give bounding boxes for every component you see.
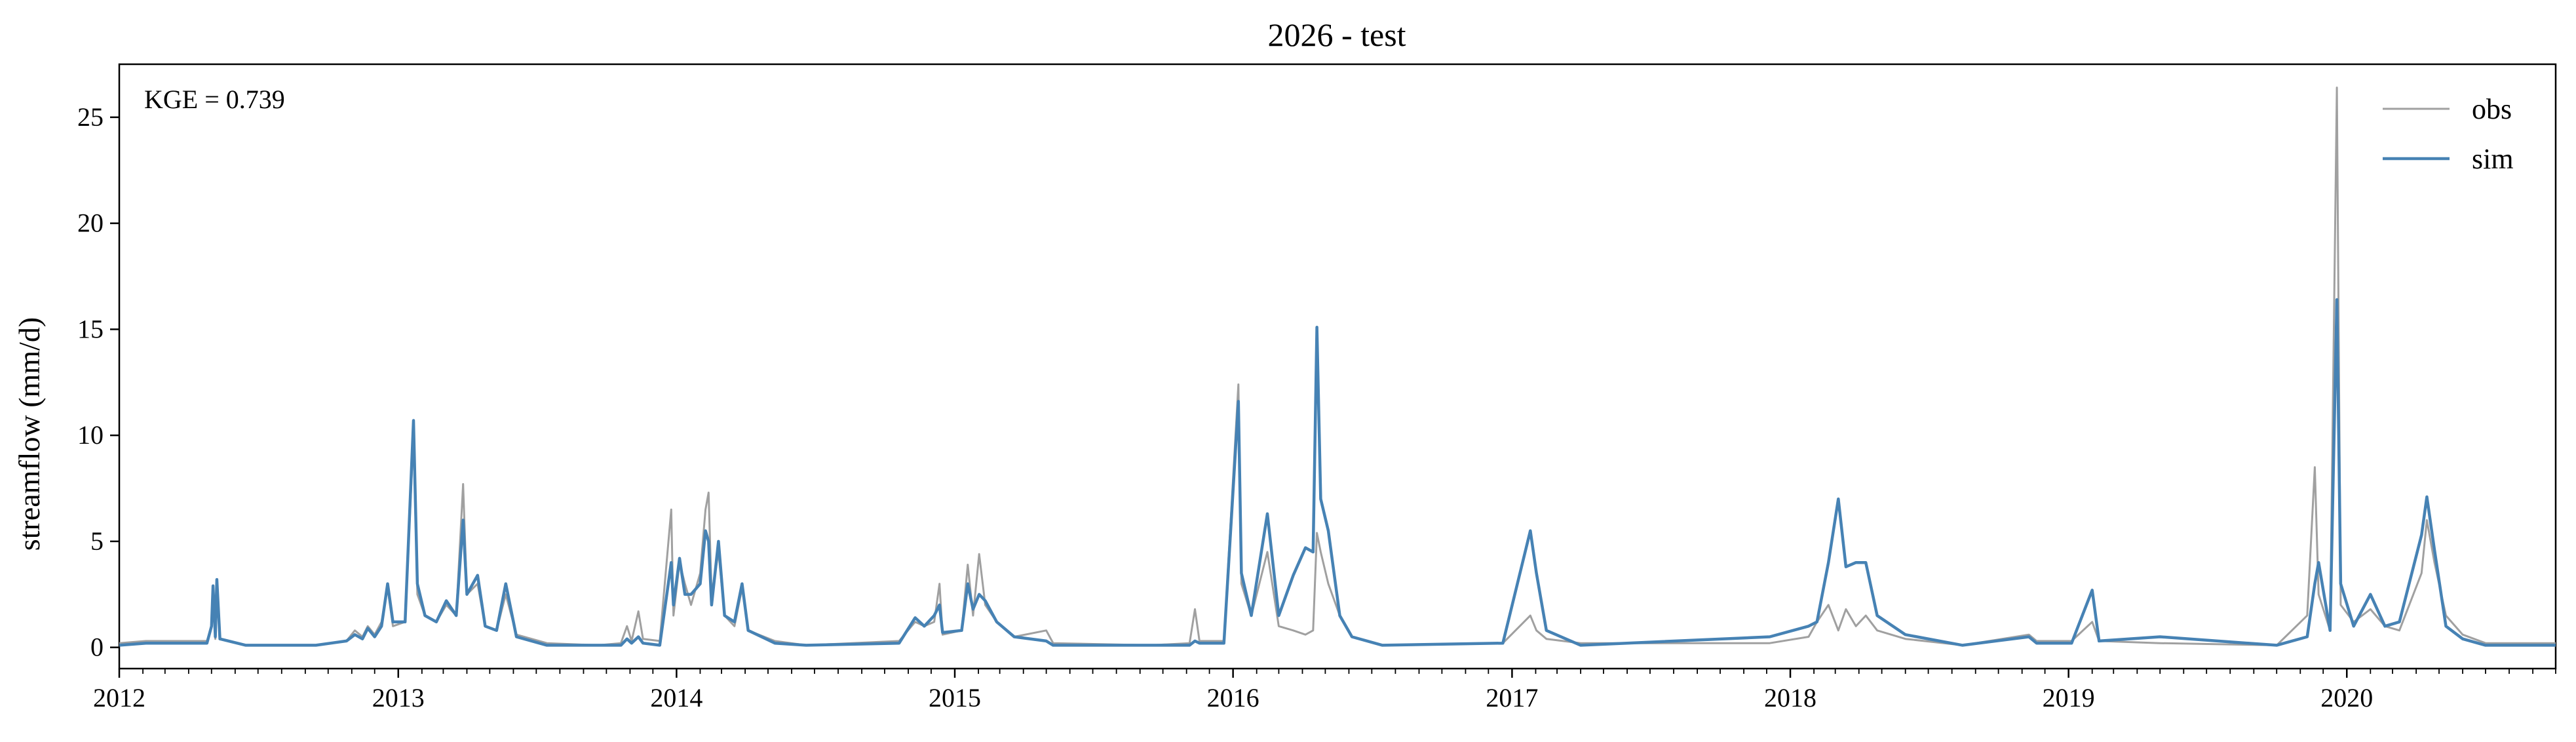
y-tick-label: 25 [77,102,104,132]
x-tick-label: 2014 [650,683,702,713]
y-tick-label: 0 [90,633,104,662]
y-axis-ticks: 0 5 10 15 20 25 [77,102,119,662]
y-tick-label: 5 [90,526,104,556]
y-axis-title: streamflow (mm/d) [12,317,46,551]
y-tick-label: 20 [77,208,104,238]
x-tick-label: 2020 [2320,683,2373,713]
y-tick-label: 15 [77,314,104,343]
x-axis-ticks: 2012 2013 2014 2015 2016 2017 2018 2019 2020 [93,669,2556,713]
legend: obs sim [2383,93,2514,175]
x-tick-label: 2017 [1486,683,1538,713]
series-line-obs [119,87,2556,646]
x-tick-label: 2018 [1764,683,1817,713]
x-tick-label: 2013 [372,683,425,713]
series-line-sim [119,298,2556,647]
x-tick-label: 2012 [93,683,145,713]
kge-annotation: KGE = 0.739 [144,85,285,114]
legend-label-sim: sim [2472,143,2514,175]
x-tick-label: 2019 [2043,683,2095,713]
plot-area: 2012 2013 2014 2015 2016 2017 2018 2019 2020 051… [77,63,2557,713]
series-layer [119,87,2556,647]
y-tick-label: 10 [77,420,104,450]
x-tick-label: 2016 [1207,683,1259,713]
x-tick-label: 2015 [929,683,981,713]
chart-title: 2026 - test [1267,16,1406,53]
plot-frame [118,63,2557,670]
legend-label-obs: obs [2472,93,2512,125]
